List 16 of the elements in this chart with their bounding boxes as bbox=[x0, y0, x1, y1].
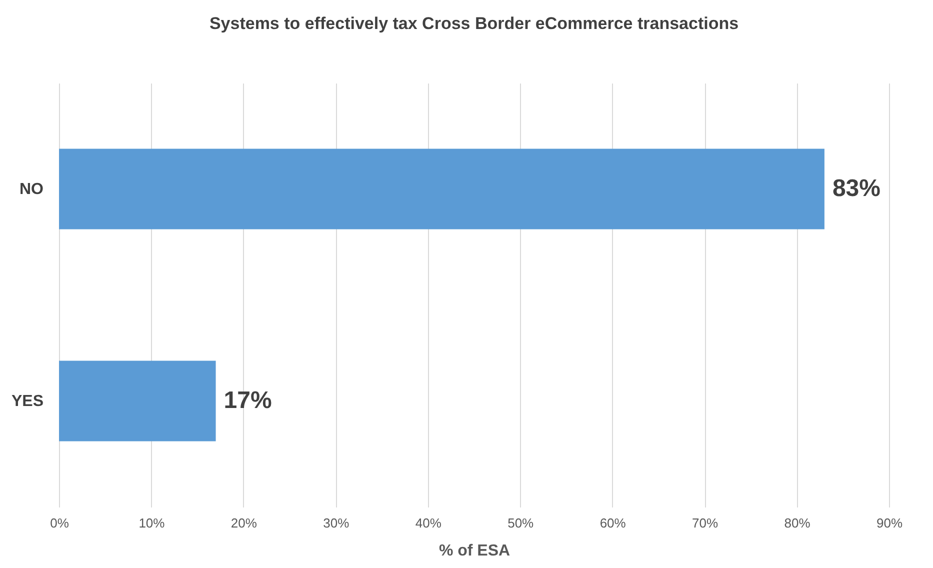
x-tick-label: 80% bbox=[784, 516, 811, 530]
x-tick-label: 70% bbox=[692, 516, 718, 530]
data-label: 83% bbox=[832, 175, 880, 202]
x-tick-label: 60% bbox=[600, 516, 626, 530]
x-axis-title: % of ESA bbox=[438, 542, 510, 560]
y-tick-label: NO bbox=[20, 181, 44, 198]
x-tick-label: 50% bbox=[508, 516, 534, 530]
x-tick-label: 90% bbox=[876, 516, 903, 530]
x-tick-label: 20% bbox=[230, 516, 258, 530]
x-tick-label: 10% bbox=[138, 516, 166, 530]
x-tick-label: 40% bbox=[415, 516, 442, 530]
x-tick-label: 0% bbox=[50, 516, 70, 530]
x-tick-label: 30% bbox=[323, 516, 350, 530]
data-label: 17% bbox=[224, 387, 272, 414]
y-tick-label: YES bbox=[11, 393, 44, 410]
chart-title: Systems to effectively tax Cross Border eCommerce transactions bbox=[209, 14, 739, 33]
